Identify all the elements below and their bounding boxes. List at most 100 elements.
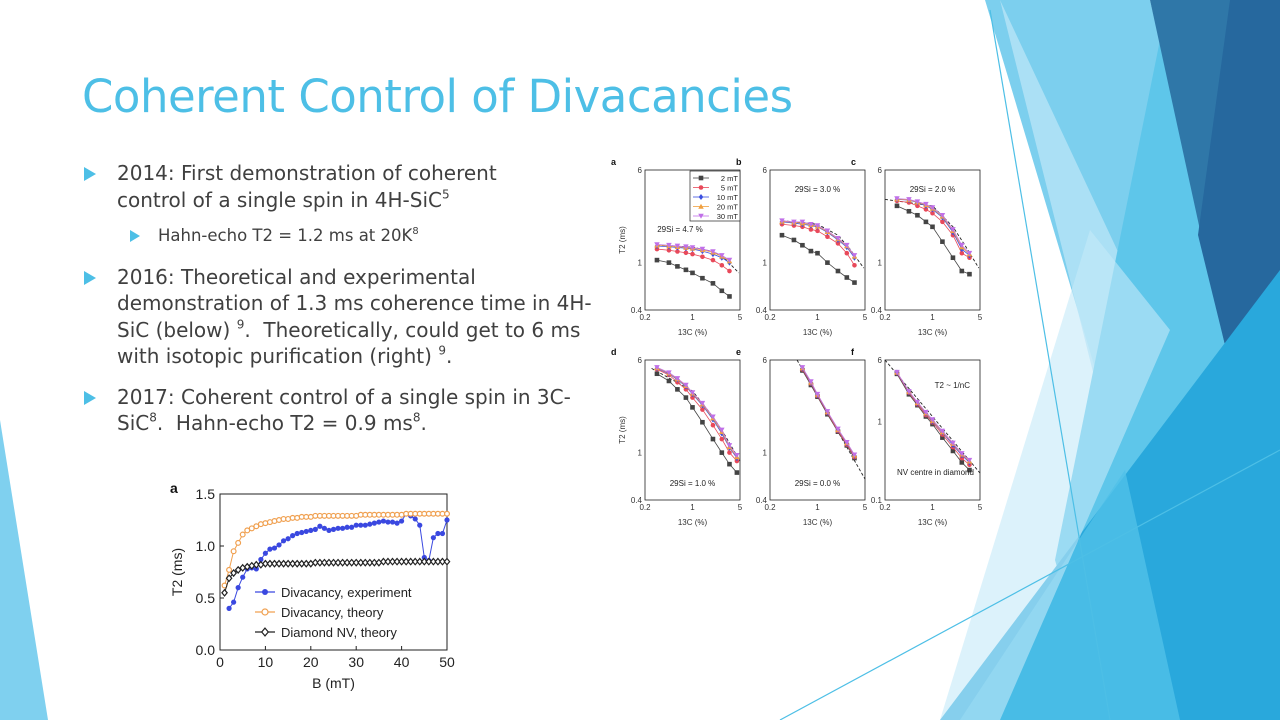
legend-label: 5 mT: [721, 184, 739, 193]
y-tick-label: 0.0: [196, 642, 216, 658]
data-point: [690, 395, 695, 400]
data-point: [299, 529, 305, 536]
data-point: [417, 522, 423, 528]
data-point: [398, 557, 406, 566]
x-tick-label: 0.2: [639, 313, 651, 322]
bullet-arrow-icon: [84, 167, 96, 181]
citation: 9: [438, 343, 446, 358]
x-tick-label: 1: [690, 503, 695, 512]
data-point: [326, 527, 332, 533]
x-tick-label: 40: [394, 654, 410, 670]
t2-vs-field-chart: a 0 10 20 30 40 50 0.0 0.5 1.0 1.5 B (mT) T2 (ms) Div…: [169, 480, 455, 691]
panel-label: d: [611, 347, 617, 357]
panel-f: f 6 1 0.10.2 1 5 13C (%) T2 ~ 1/nC NV centre in …: [851, 347, 983, 527]
data-point: [675, 249, 680, 254]
panel-label: e: [736, 347, 741, 357]
data-point: [357, 558, 365, 567]
data-point: [700, 275, 705, 281]
data-point: [959, 242, 965, 248]
x-tick-label: 0.2: [764, 313, 776, 322]
data-point: [375, 558, 383, 567]
data-point: [726, 257, 733, 263]
data-point: [719, 436, 725, 442]
y-tick-label: 6: [638, 166, 643, 175]
data-point: [654, 246, 660, 252]
data-point: [719, 253, 725, 259]
sub-bullet-text: Hahn-echo T2 = 1.2 ms at 20K: [158, 226, 413, 245]
data-point: [689, 245, 696, 251]
panel-annotation: 29Si = 3.0 %: [795, 185, 841, 194]
x-tick-label: 1: [690, 313, 695, 322]
data-point: [654, 257, 660, 263]
panel-annotation: 29Si = 1.0 %: [670, 479, 716, 488]
data-point: [923, 219, 929, 225]
bullet-list: 2014: First demonstration of coherent co…: [82, 160, 592, 451]
data-point: [666, 378, 672, 384]
data-point: [929, 417, 936, 423]
plot-frame: [644, 359, 741, 501]
bg-line-2: [779, 449, 1280, 720]
data-point: [394, 520, 400, 526]
data-point: [689, 390, 696, 396]
data-point: [439, 557, 446, 566]
legend-label: 20 mT: [717, 203, 739, 212]
data-point: [444, 510, 451, 517]
x-tick-label: 30: [348, 654, 364, 670]
data-point: [302, 559, 310, 568]
data-point: [294, 530, 300, 537]
data-point: [666, 370, 672, 376]
data-point: [221, 588, 228, 597]
x-tick-label: 5: [863, 313, 868, 322]
data-point: [344, 524, 350, 530]
data-point: [393, 557, 401, 566]
legend-marker: [262, 589, 268, 595]
data-point: [316, 558, 324, 567]
data-point: [666, 260, 672, 265]
data-point: [929, 205, 936, 211]
data-point: [959, 451, 965, 457]
bullet-arrow-icon: [84, 270, 96, 285]
x-tick-label: 0.2: [879, 313, 891, 322]
series-2: [221, 557, 451, 597]
data-point: [654, 242, 660, 248]
data-point: [683, 250, 689, 256]
y-tick-label: 1: [638, 259, 643, 268]
data-point: [967, 271, 972, 277]
panel-label: a: [170, 480, 178, 496]
data-point: [959, 460, 965, 465]
data-point: [675, 264, 680, 269]
data-point: [825, 234, 830, 240]
data-point: [407, 557, 415, 566]
citation: 8: [412, 410, 421, 425]
y-tick-label: 0.4: [871, 306, 883, 315]
data-point: [894, 203, 900, 209]
bullet-arrow-icon: [130, 230, 140, 242]
data-point: [734, 470, 740, 475]
data-point: [226, 605, 232, 611]
data-point: [271, 545, 278, 551]
data-point: [683, 382, 689, 388]
data-point: [906, 389, 912, 395]
data-point: [950, 227, 956, 233]
y-tick-label: 6: [878, 356, 883, 365]
data-point: [240, 574, 246, 580]
y-axis-label: T2 (ms): [618, 416, 627, 444]
bullet-text: 2014: First demonstration of coherent co…: [117, 161, 497, 212]
legend-box: [689, 170, 741, 222]
data-point: [380, 557, 387, 566]
bullet-text: . Theoretically, could get to 6 ms with …: [117, 317, 587, 369]
legend-marker: [261, 608, 269, 616]
y-tick-label: 6: [638, 356, 643, 365]
x-axis-label: 13C (%): [803, 518, 833, 527]
series-line: [656, 373, 738, 473]
data-point: [930, 210, 935, 216]
data-point: [923, 409, 929, 416]
data-point: [851, 452, 858, 458]
panel-c: c 6 1 0.40.2 1 5 13C (%) 29Si = 2.0 %: [851, 157, 983, 337]
legend-marker: [698, 213, 704, 219]
x-tick-label: 10: [258, 654, 274, 670]
series-line: [656, 369, 738, 462]
legend-label: 30 mT: [717, 212, 739, 221]
data-point: [311, 558, 319, 567]
